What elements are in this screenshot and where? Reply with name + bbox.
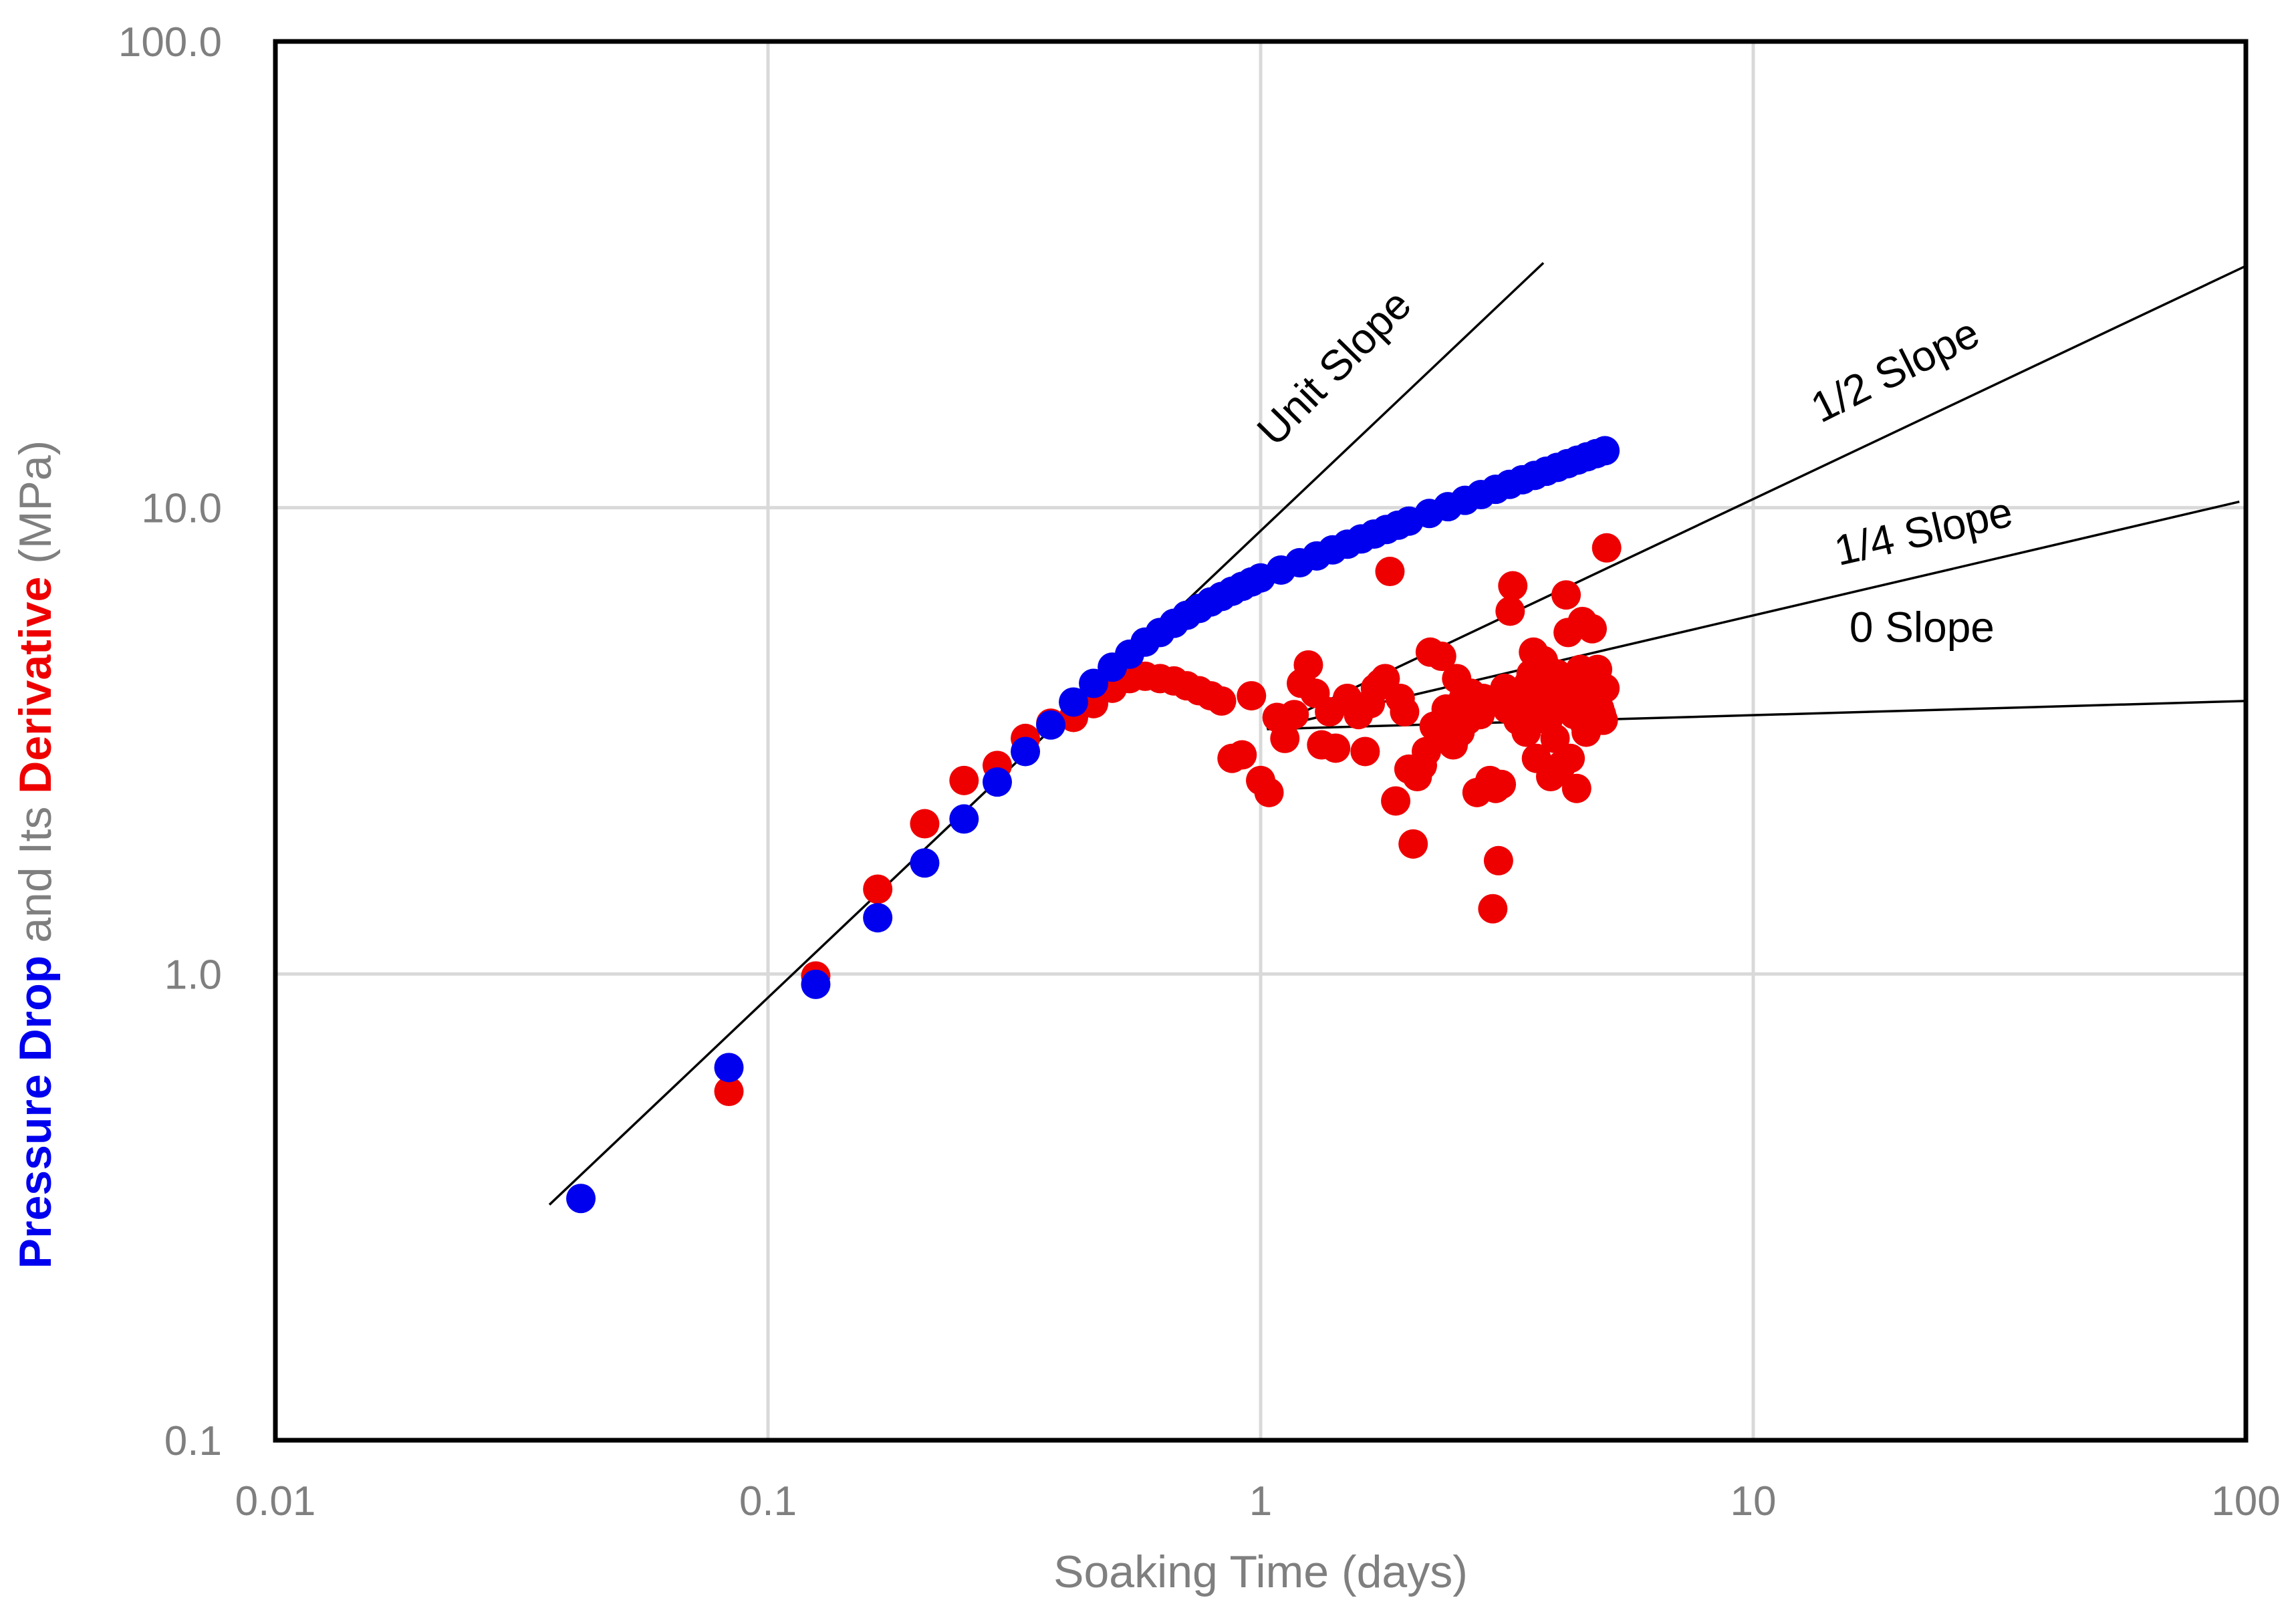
data-point [1588, 705, 1618, 735]
data-point [949, 804, 979, 834]
slope-annotation: 1/2 Slope [1803, 308, 1987, 432]
data-point [1487, 769, 1517, 799]
data-point [1381, 786, 1411, 816]
data-point [714, 1077, 744, 1107]
slope-line [1266, 265, 2247, 730]
data-point [1293, 650, 1323, 680]
data-point [566, 1184, 596, 1214]
data-point [1561, 773, 1591, 803]
x-tick-label: 10 [1731, 1478, 1777, 1524]
data-point [1590, 673, 1620, 703]
data-point [801, 969, 831, 999]
slope-line [1267, 501, 2240, 730]
y-tick-label: 1.0 [164, 952, 222, 998]
data-point [1411, 736, 1441, 767]
x-tick-label: 1 [1249, 1478, 1272, 1524]
slope-annotation: Unit Slope [1248, 280, 1420, 454]
data-points [566, 436, 1622, 1214]
data-point [1206, 686, 1237, 716]
data-point [1590, 436, 1620, 466]
y-axis-title: Pressure Drop and Its Derivative (MPa) [10, 440, 61, 1269]
data-point [1059, 687, 1089, 717]
x-tick-label: 0.1 [739, 1478, 797, 1524]
data-point [1478, 894, 1508, 924]
y-tick-label: 100.0 [118, 19, 222, 65]
data-point [910, 809, 940, 839]
data-point [1321, 733, 1351, 763]
x-tick-label: 0.01 [235, 1478, 316, 1524]
data-point [1398, 829, 1428, 859]
slope-annotation: 1/4 Slope [1830, 487, 2017, 575]
data-point [1237, 681, 1267, 711]
plot-frame [273, 39, 2249, 1443]
data-point [1511, 717, 1541, 747]
data-point [1011, 736, 1041, 767]
data-point [1540, 723, 1570, 753]
grid-lines [275, 41, 2246, 1440]
data-point [949, 765, 979, 795]
data-point [1254, 777, 1284, 807]
x-tick-label: 100 [2211, 1478, 2280, 1524]
data-point [1375, 557, 1405, 587]
data-point [1279, 700, 1309, 730]
y-axis-title-part: (MPa) [10, 440, 61, 577]
slope-annotations: Unit Slope 1/2 Slope 1/4 Slope 0 Slope [1248, 280, 2017, 651]
data-point [1036, 710, 1066, 740]
tick-labels: 0.01 0.1 1 10 100 0.1 1.0 10.0 100.0 [118, 19, 2281, 1524]
data-point [1555, 743, 1585, 773]
x-axis-title: Soaking Time (days) [1053, 1546, 1468, 1597]
data-point [982, 767, 1012, 797]
data-point [1270, 723, 1300, 753]
data-point [1390, 697, 1420, 727]
y-axis-title-part: and Its [10, 794, 61, 956]
slope-annotation: 0 Slope [1849, 603, 1995, 652]
data-point [1227, 740, 1257, 770]
data-point [863, 874, 893, 904]
data-point [863, 903, 893, 933]
data-point [910, 848, 940, 878]
y-axis-title-part: Derivative [10, 577, 61, 794]
data-point [1350, 736, 1380, 767]
slope-reference-lines [548, 262, 2247, 1206]
data-point [1483, 845, 1513, 876]
data-point [1426, 642, 1456, 672]
data-point [1498, 571, 1528, 601]
y-tick-label: 10.0 [141, 486, 222, 532]
data-point [1577, 614, 1608, 644]
data-point [1495, 596, 1525, 626]
data-point [1591, 533, 1622, 563]
y-axis-title-part: Pressure Drop [10, 956, 61, 1269]
data-point [1551, 580, 1581, 610]
y-tick-label: 0.1 [164, 1418, 222, 1464]
data-point [714, 1053, 744, 1083]
